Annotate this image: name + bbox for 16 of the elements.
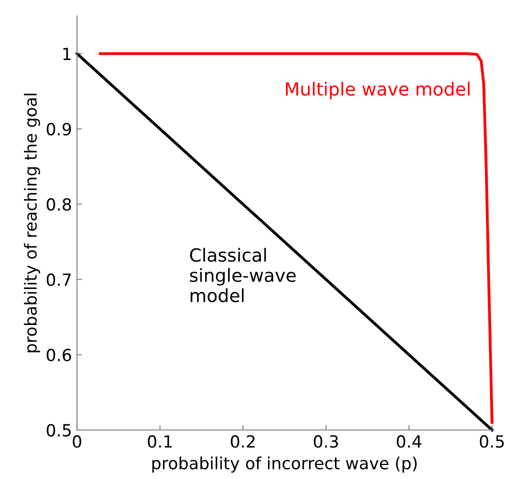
x-tick-label: 0.4 xyxy=(396,435,422,448)
y-tick-label: 1 xyxy=(63,48,71,60)
y-axis-title: probability of reaching the goal xyxy=(24,94,40,352)
x-tick-label: 0.2 xyxy=(230,435,255,448)
x-tick-label: 0.1 xyxy=(148,435,172,448)
y-tick-label: 0.7 xyxy=(46,273,71,286)
x-tick-label: 0.3 xyxy=(314,435,338,448)
y-tick-label: 0.8 xyxy=(46,198,71,211)
y-tick-label: 0.6 xyxy=(46,348,72,362)
y-tick-label: 0.5 xyxy=(46,424,71,437)
x-tick-label: 0 xyxy=(72,435,82,448)
series-label: Classical single-wave model xyxy=(190,248,296,302)
series-label: Multiple wave model xyxy=(286,82,470,100)
x-axis-title: probability of incorrect wave (p) xyxy=(152,456,417,473)
y-tick-label: 0.9 xyxy=(46,122,71,136)
x-tick-label: 0.5 xyxy=(480,435,504,448)
